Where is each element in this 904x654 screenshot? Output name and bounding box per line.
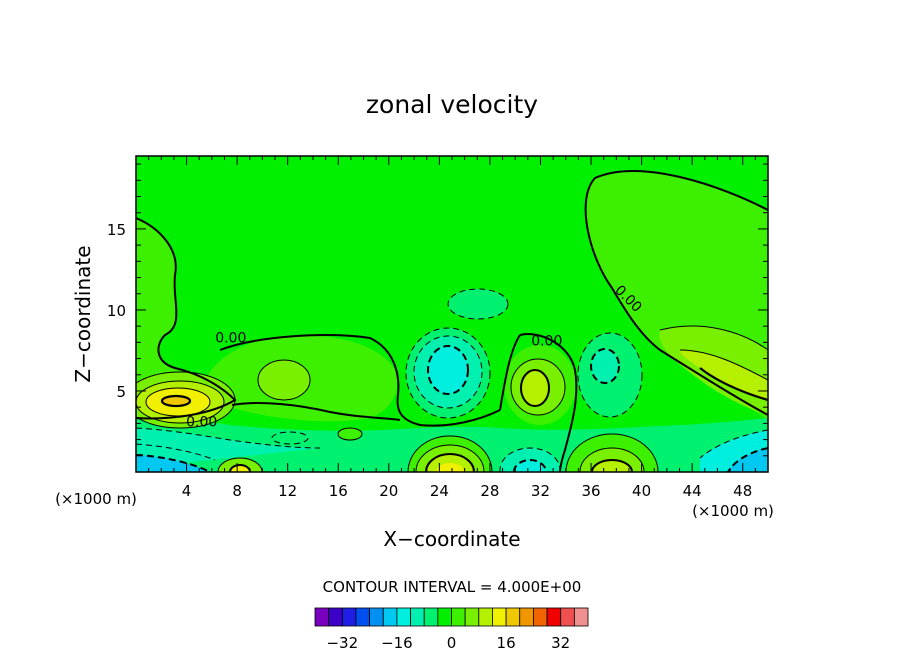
colorbar-swatch bbox=[341, 607, 357, 627]
y-axis-label: Z−coordinate bbox=[71, 245, 95, 382]
jet-level-16 bbox=[162, 396, 190, 406]
field-region-lower-negative-2 bbox=[136, 428, 320, 468]
field-region-upper-left bbox=[136, 218, 205, 410]
colorbar-tick-label: −32 bbox=[326, 634, 358, 652]
x-tick-label: 44 bbox=[683, 482, 702, 500]
colorbar-swatch bbox=[560, 607, 575, 627]
x-tick-label: 8 bbox=[232, 482, 242, 500]
field-region-bottom-right-core-2 bbox=[728, 448, 768, 472]
x-tick-label: 12 bbox=[278, 482, 297, 500]
colorbar-swatch bbox=[478, 607, 493, 627]
zero-contours bbox=[136, 170, 768, 472]
y-axis: 5 10 15 bbox=[107, 163, 768, 457]
bottom-cell-x31-neg-core bbox=[514, 460, 546, 472]
colorbar-swatch bbox=[546, 607, 562, 627]
colorbar: −32 −16 0 16 32 bbox=[314, 607, 589, 652]
y-tick-label: 10 bbox=[107, 302, 126, 320]
colorbar-swatch bbox=[396, 607, 411, 627]
x-axis: 4 8 12 16 20 24 28 32 36 40 44 48 bbox=[148, 156, 756, 500]
negative-contours bbox=[136, 288, 768, 472]
colorbar-swatch bbox=[505, 607, 521, 627]
colorbar-tick-label: 0 bbox=[447, 634, 457, 652]
colorbar-swatch bbox=[314, 607, 330, 627]
colorbar-swatch bbox=[382, 607, 398, 627]
contour-interval-text: CONTOUR INTERVAL = 4.000E+00 bbox=[323, 578, 582, 596]
contour-label: 0.00 bbox=[186, 415, 217, 431]
colorbar-swatch bbox=[533, 607, 548, 627]
colorbar-swatch bbox=[519, 607, 534, 627]
colorbar-swatch bbox=[464, 607, 480, 627]
colorbar-swatch bbox=[328, 607, 343, 627]
lobe-x11-level-4 bbox=[258, 360, 310, 400]
x-tick-label: 20 bbox=[379, 482, 398, 500]
y-tick-label: 15 bbox=[107, 221, 126, 239]
field-region-bottom-left-core bbox=[136, 455, 210, 472]
colorbar-swatch bbox=[355, 607, 371, 627]
pos-cell-x31-core bbox=[521, 370, 549, 406]
bottom-cell-x37-core bbox=[592, 460, 632, 472]
x-tick-label: 32 bbox=[531, 482, 550, 500]
contour-label: 0.00 bbox=[215, 330, 246, 346]
x-axis-label: X−coordinate bbox=[383, 527, 520, 551]
neg-cell-x24-core bbox=[428, 346, 468, 394]
x-tick-label: 24 bbox=[430, 482, 449, 500]
colorbar-swatch bbox=[573, 607, 589, 627]
x-tick-label: 16 bbox=[329, 482, 348, 500]
small-cell-x14 bbox=[272, 432, 308, 444]
colorbar-swatch bbox=[423, 607, 439, 627]
small-cell-x17 bbox=[338, 428, 362, 440]
bottom-cell-x24-peak bbox=[436, 463, 464, 472]
colorbar-swatch bbox=[492, 607, 507, 627]
colorbar-swatch bbox=[437, 607, 452, 627]
positive-contours-thick bbox=[160, 367, 768, 408]
colorbar-swatch bbox=[410, 607, 425, 627]
x-tick-label: 4 bbox=[182, 482, 192, 500]
colorbar-swatch bbox=[369, 607, 384, 627]
colorbar-swatch bbox=[451, 607, 466, 627]
contour-label: 0.00 bbox=[531, 334, 562, 350]
colorbar-tick-label: 16 bbox=[497, 634, 516, 652]
x-unit-right: (×1000 m) bbox=[692, 502, 774, 520]
neg-cell-upper bbox=[448, 289, 508, 319]
neg-cell-x37-core bbox=[591, 349, 619, 383]
colorbar-tick-label: 32 bbox=[551, 634, 570, 652]
lobe-x46-level-8 bbox=[680, 350, 768, 400]
x-unit-left: (×1000 m) bbox=[55, 490, 137, 508]
y-tick-label: 5 bbox=[116, 383, 126, 401]
positive-contours bbox=[136, 325, 768, 472]
x-tick-label: 48 bbox=[733, 482, 752, 500]
plot-area bbox=[136, 156, 768, 472]
x-tick-label: 36 bbox=[581, 482, 600, 500]
x-tick-label: 40 bbox=[632, 482, 651, 500]
x-tick-label: 28 bbox=[480, 482, 499, 500]
chart-title: zonal velocity bbox=[366, 90, 538, 119]
colorbar-tick-label: −16 bbox=[381, 634, 413, 652]
